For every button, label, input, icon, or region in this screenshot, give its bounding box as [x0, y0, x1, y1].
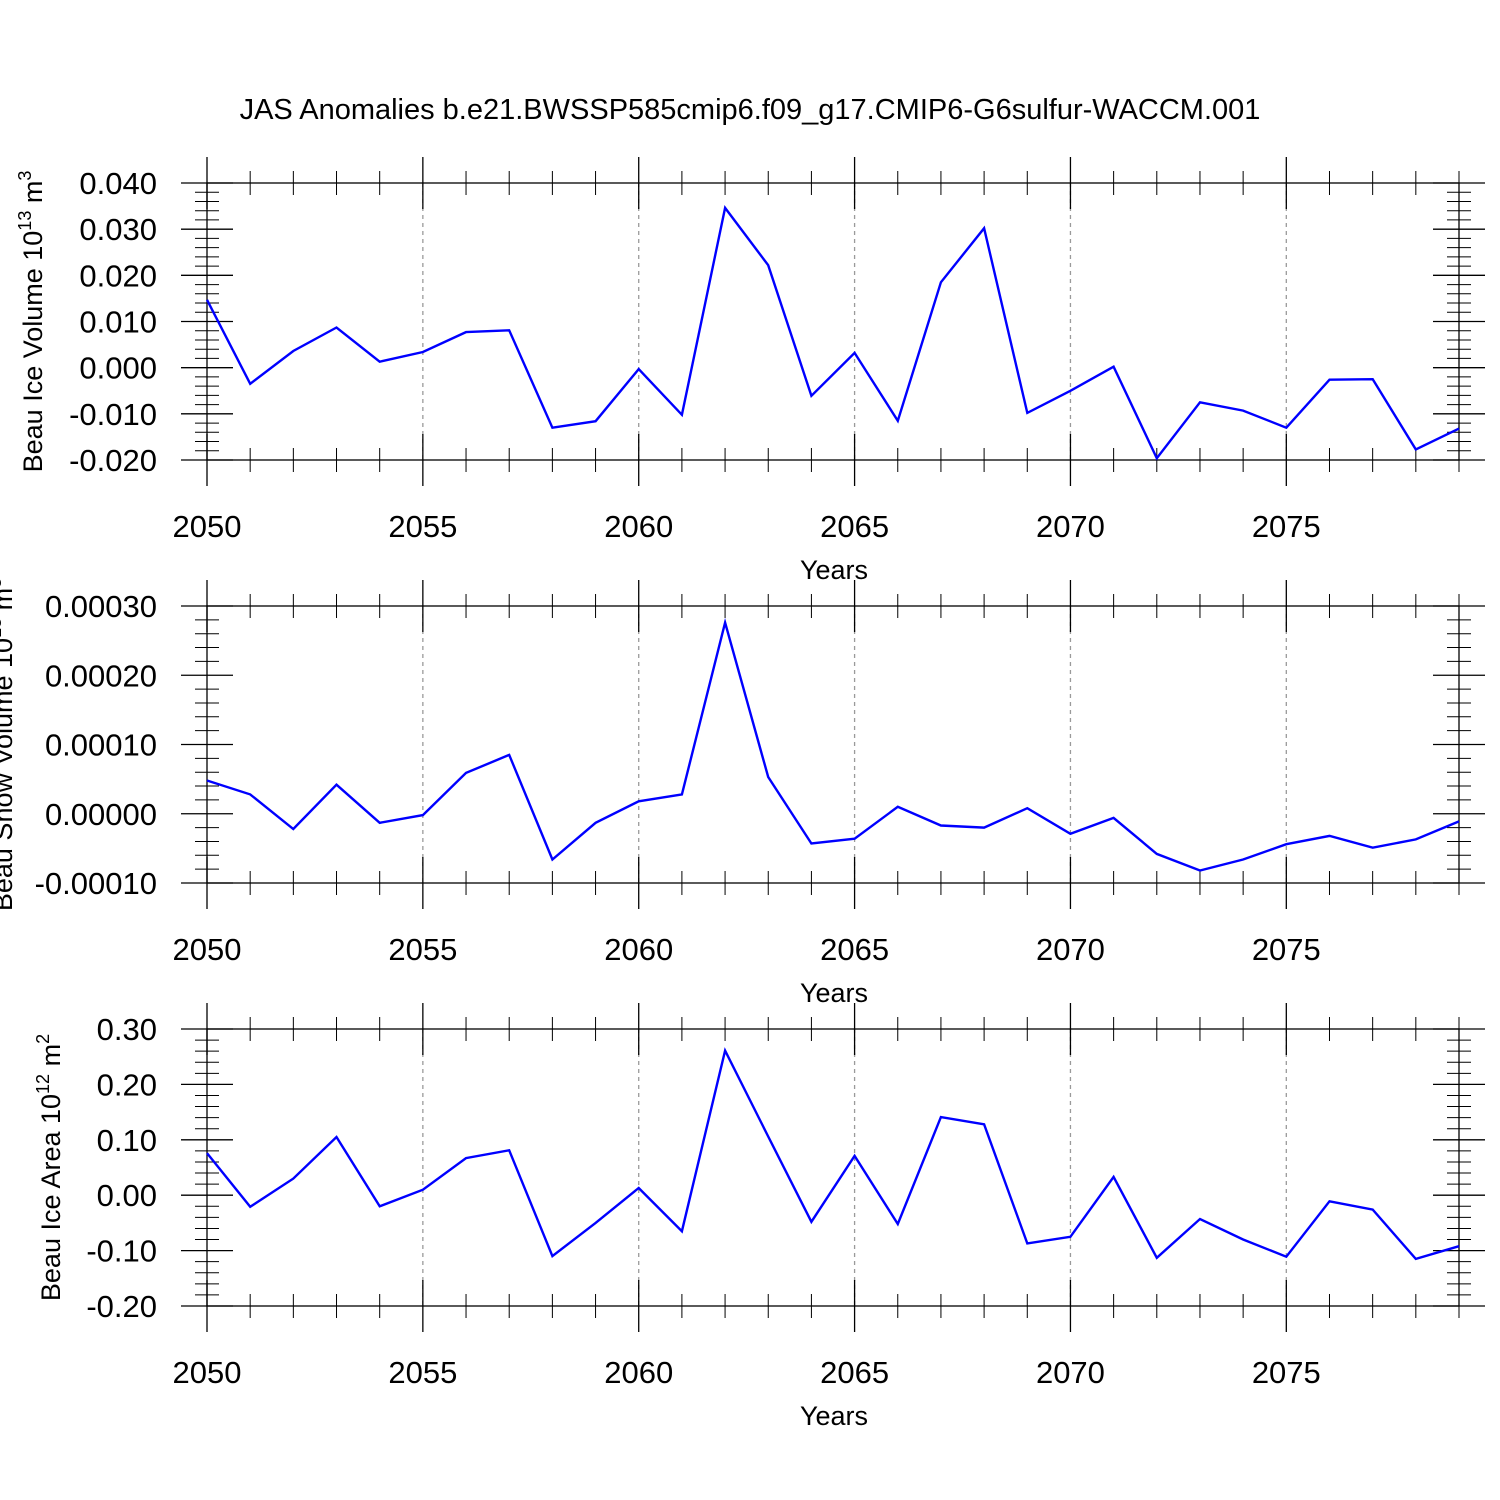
plot-frame-snow-volume: [206, 605, 1460, 884]
ytick-label-ice-area-0: -0.20: [86, 1289, 157, 1324]
xtick-label-ice-area-2050: 2050: [173, 1355, 242, 1390]
ytick-label-ice-volume-1: -0.010: [69, 397, 157, 432]
ytick-label-ice-volume-5: 0.030: [79, 212, 157, 247]
yaxis-title-snow-volume: Beau Snow Volume 1013 m3: [0, 578, 18, 911]
yaxis-title-unit: m: [0, 588, 18, 618]
xtick-label-snow-volume-2070: 2070: [1036, 932, 1105, 967]
yaxis-title-main: Beau Snow Volume 10: [0, 638, 18, 911]
xtick-label-snow-volume-2050: 2050: [173, 932, 242, 967]
xtick-label-snow-volume-2055: 2055: [388, 932, 457, 967]
ytick-label-ice-area-2: 0.00: [97, 1178, 157, 1213]
xtick-label-ice-volume-2060: 2060: [604, 509, 673, 544]
yaxis-title-exponent: 13: [15, 211, 35, 231]
yaxis-title-ice-volume: Beau Ice Volume 1013 m3: [15, 171, 48, 473]
xtick-label-snow-volume-2065: 2065: [820, 932, 889, 967]
series-line-ice-volume: [205, 205, 1460, 461]
yaxis-title-unit: m: [36, 1044, 66, 1074]
ytick-label-ice-area-1: -0.10: [86, 1234, 157, 1269]
yaxis-title-ice-area: Beau Ice Area 1012 m2: [33, 1034, 66, 1301]
ytick-label-ice-volume-6: 0.040: [79, 166, 157, 201]
ytick-label-ice-volume-2: 0.000: [79, 351, 157, 386]
ytick-label-ice-area-5: 0.30: [97, 1012, 157, 1047]
ytick-label-snow-volume-4: 0.00030: [45, 589, 157, 624]
ytick-label-snow-volume-2: 0.00010: [45, 728, 157, 763]
xaxis-title-snow-volume: Years: [800, 978, 868, 1008]
xtick-label-ice-area-2060: 2060: [604, 1355, 673, 1390]
panel-snow-volume: 2050 2055 2060 2065 2070 2075 -0.00010 0.00000 0…: [0, 578, 1485, 1008]
xtick-label-snow-volume-2060: 2060: [604, 932, 673, 967]
ytick-label-ice-volume-0: -0.020: [69, 443, 157, 478]
xtick-label-ice-volume-2055: 2055: [388, 509, 457, 544]
yaxis-title-unit-exponent: 2: [33, 1034, 53, 1044]
ytick-label-ice-volume-3: 0.010: [79, 305, 157, 340]
series-line-snow-volume: [206, 617, 1460, 872]
xtick-label-ice-volume-2070: 2070: [1036, 509, 1105, 544]
xtick-label-ice-area-2075: 2075: [1252, 1355, 1321, 1390]
xaxis-title-ice-volume: Years: [800, 555, 868, 585]
yaxis-title-main: Beau Ice Area 10: [36, 1094, 66, 1301]
ytick-label-snow-volume-1: 0.00000: [45, 797, 157, 832]
panels: 2050 2055 2060 2065 2070 2075 -0.020 -0.010 0.00…: [0, 157, 1485, 1431]
xtick-label-ice-area-2065: 2065: [820, 1355, 889, 1390]
xtick-label-ice-volume-2075: 2075: [1252, 509, 1321, 544]
xtick-label-snow-volume-2075: 2075: [1252, 932, 1321, 967]
plot-frame-ice-volume: [206, 182, 1460, 461]
panel-ice-area: 2050 2055 2060 2065 2070 2075 -0.20 -0.10 0.00 0.…: [33, 1003, 1485, 1431]
ytick-label-ice-area-4: 0.20: [97, 1067, 157, 1102]
xaxis-title-ice-area: Years: [800, 1401, 868, 1431]
yaxis-title-exponent: 12: [33, 1074, 53, 1094]
ytick-label-snow-volume-3: 0.00020: [45, 658, 157, 693]
ytick-label-ice-area-3: 0.10: [97, 1123, 157, 1158]
xtick-label-ice-volume-2050: 2050: [173, 509, 242, 544]
yaxis-title-unit: m: [18, 181, 48, 211]
xtick-label-ice-area-2070: 2070: [1036, 1355, 1105, 1390]
xtick-label-ice-area-2055: 2055: [388, 1355, 457, 1390]
yaxis-title-main: Beau Ice Volume 10: [18, 231, 48, 473]
series-line-ice-area: [206, 1047, 1460, 1261]
plot-frame-ice-area: [206, 1028, 1460, 1307]
xtick-label-ice-volume-2065: 2065: [820, 509, 889, 544]
panel-ice-volume: 2050 2055 2060 2065 2070 2075 -0.020 -0.010 0.00…: [15, 157, 1485, 585]
yaxis-title-unit-exponent: 3: [15, 171, 35, 181]
yaxis-title-unit-exponent: 3: [0, 578, 5, 588]
figure-title: JAS Anomalies b.e21.BWSSP585cmip6.f09_g1…: [240, 94, 1261, 126]
yaxis-title-exponent: 13: [0, 618, 5, 638]
ytick-label-ice-volume-4: 0.020: [79, 258, 157, 293]
ytick-label-snow-volume-0: -0.00010: [35, 866, 157, 901]
